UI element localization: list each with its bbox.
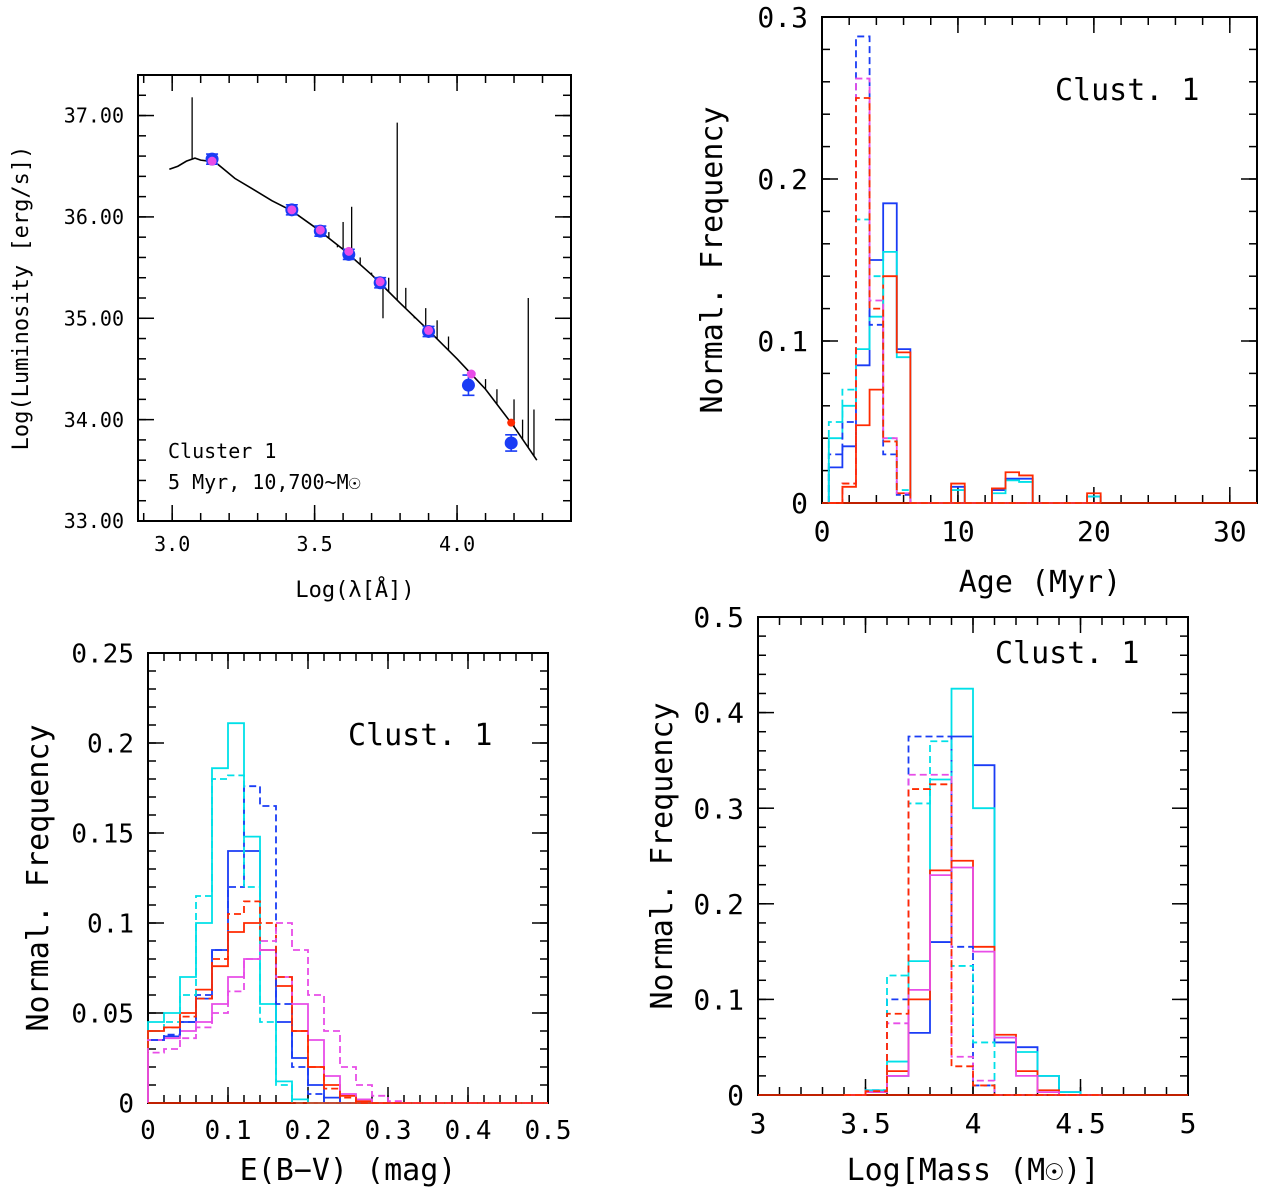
sed-y-axis-label: Log(Luminosity [erg/s]) xyxy=(9,146,34,451)
ebv-x-tick-label: 0.1 xyxy=(205,1116,252,1146)
ebv-y-tick-label: 0.2 xyxy=(87,729,134,759)
age-y-tick-label: 0.3 xyxy=(757,1,808,34)
ebv-y-tick-label: 0 xyxy=(118,1089,134,1119)
sed-observed-point xyxy=(461,378,475,392)
mass-x-tick-label: 4 xyxy=(965,1107,982,1140)
ebv-x-tick-label: 0.5 xyxy=(525,1116,572,1146)
sed-model-point-magenta xyxy=(315,225,325,235)
mass-y-tick-label: 0.2 xyxy=(693,888,744,921)
sed-x-tick-label: 3.5 xyxy=(297,532,333,556)
sed-model-point-magenta xyxy=(375,277,385,287)
sed-y-tick-label: 35.00 xyxy=(64,306,124,330)
ebv-data-layer xyxy=(147,722,548,1104)
age-y-axis-label: Normal. Frequency xyxy=(695,106,730,413)
ebv-axis-ticks: 0 0.1 0.2 0.3 0.4 0.5 0 0.05 0.1 0.15 0.2 0.25 xyxy=(71,639,571,1146)
ebv-y-tick-label: 0.25 xyxy=(71,639,134,669)
age-panel: 0 10 20 30 0 0.1 0.2 0.3 Clust. 1 Age (Myr) Nor… xyxy=(695,1,1258,600)
sed-panel: 3.0 3.5 4.0 33.00 34.00 35.00 36.00 37.00 Clust… xyxy=(9,74,572,603)
age-y-tick-label: 0.1 xyxy=(757,325,808,358)
sed-annotation-line-1: Cluster 1 xyxy=(168,439,276,463)
mass-panel-title: Clust. 1 xyxy=(995,636,1140,671)
mass-x-tick-label: 5 xyxy=(1180,1107,1197,1140)
sed-x-tick-label: 3.0 xyxy=(154,532,190,556)
ebv-panel: 0 0.1 0.2 0.3 0.4 0.5 0 0.05 0.1 0.15 0.2 0.25 Clus… xyxy=(21,639,571,1188)
sed-y-tick-label: 33.00 xyxy=(64,509,124,533)
mass-x-tick-label: 3.5 xyxy=(840,1107,891,1140)
ebv-x-tick-label: 0 xyxy=(140,1116,156,1146)
sed-y-tick-label: 36.00 xyxy=(64,205,124,229)
age-axis-ticks: 0 10 20 30 0 0.1 0.2 0.3 xyxy=(757,1,1258,548)
age-x-axis-label: Age (Myr) xyxy=(959,565,1122,600)
mass-x-tick-label: 3 xyxy=(750,1107,767,1140)
ebv-x-tick-label: 0.2 xyxy=(285,1116,332,1146)
sed-model-point-magenta xyxy=(466,369,476,379)
sed-model-point-magenta xyxy=(207,156,217,166)
ebv-histogram-series-1 xyxy=(147,722,548,1104)
sed-model-point-magenta xyxy=(344,246,354,256)
mass-axis-ticks: 3 3.5 4 4.5 5 0 0.1 0.2 0.3 0.4 0.5 xyxy=(693,601,1196,1140)
sed-x-tick-label: 4.0 xyxy=(439,532,475,556)
ebv-y-tick-label: 0.15 xyxy=(71,819,134,849)
sed-y-tick-label: 34.00 xyxy=(64,408,124,432)
ebv-y-tick-label: 0.1 xyxy=(87,909,134,939)
age-panel-title: Clust. 1 xyxy=(1055,73,1200,108)
sed-observed-point xyxy=(504,436,518,450)
mass-y-tick-label: 0.3 xyxy=(693,792,744,825)
ebv-x-axis-label: E(B−V) (mag) xyxy=(240,1153,457,1188)
mass-y-tick-label: 0.1 xyxy=(693,983,744,1016)
ebv-y-axis-label: Normal. Frequency xyxy=(21,724,56,1031)
sed-model-continuum xyxy=(169,157,538,461)
ebv-histogram-series-7 xyxy=(147,922,548,1104)
age-x-tick-label: 20 xyxy=(1077,515,1111,548)
age-x-tick-label: 0 xyxy=(814,515,831,548)
sed-data-layer xyxy=(169,97,538,461)
sed-model-point-red xyxy=(507,418,516,427)
age-y-tick-label: 0.2 xyxy=(757,163,808,196)
ebv-y-tick-label: 0.05 xyxy=(71,999,134,1029)
ebv-panel-title: Clust. 1 xyxy=(348,718,493,753)
ebv-histogram-series-5 xyxy=(147,774,548,1104)
ebv-histogram-series-2 xyxy=(147,922,548,1104)
mass-x-tick-label: 4.5 xyxy=(1055,1107,1106,1140)
age-data-layer xyxy=(822,35,1257,504)
ebv-x-tick-label: 0.4 xyxy=(445,1116,492,1146)
age-x-tick-label: 30 xyxy=(1213,515,1247,548)
mass-x-axis-label: Log[Mass (M☉)] xyxy=(847,1153,1100,1188)
ebv-histogram-series-4 xyxy=(147,785,548,1104)
sed-annotation-line-2: 5 Myr, 10,700~M☉ xyxy=(168,470,361,494)
sed-x-axis-label: Log(λ[Å]) xyxy=(295,576,414,603)
sed-model-point-magenta xyxy=(287,205,297,215)
mass-y-tick-label: 0 xyxy=(727,1079,744,1112)
sed-y-tick-label: 37.00 xyxy=(64,104,124,128)
mass-panel: 3 3.5 4 4.5 5 0 0.1 0.2 0.3 0.4 0.5 Clust. 1 Log[M… xyxy=(645,601,1196,1188)
ebv-histogram-series-6 xyxy=(147,900,548,1104)
mass-y-axis-label: Normal. Frequency xyxy=(645,702,680,1009)
mass-histogram-series-7 xyxy=(844,783,1102,1096)
sed-axis-ticks: 3.0 3.5 4.0 33.00 34.00 35.00 36.00 37.00 xyxy=(64,74,572,556)
mass-data-layer xyxy=(758,687,1188,1096)
age-x-tick-label: 10 xyxy=(941,515,975,548)
ebv-x-tick-label: 0.3 xyxy=(365,1116,412,1146)
mass-y-tick-label: 0.4 xyxy=(693,697,744,730)
sed-model-point-magenta xyxy=(424,325,434,335)
ebv-histogram-series-0 xyxy=(147,850,548,1104)
age-y-tick-label: 0 xyxy=(791,487,808,520)
mass-y-tick-label: 0.5 xyxy=(693,601,744,634)
